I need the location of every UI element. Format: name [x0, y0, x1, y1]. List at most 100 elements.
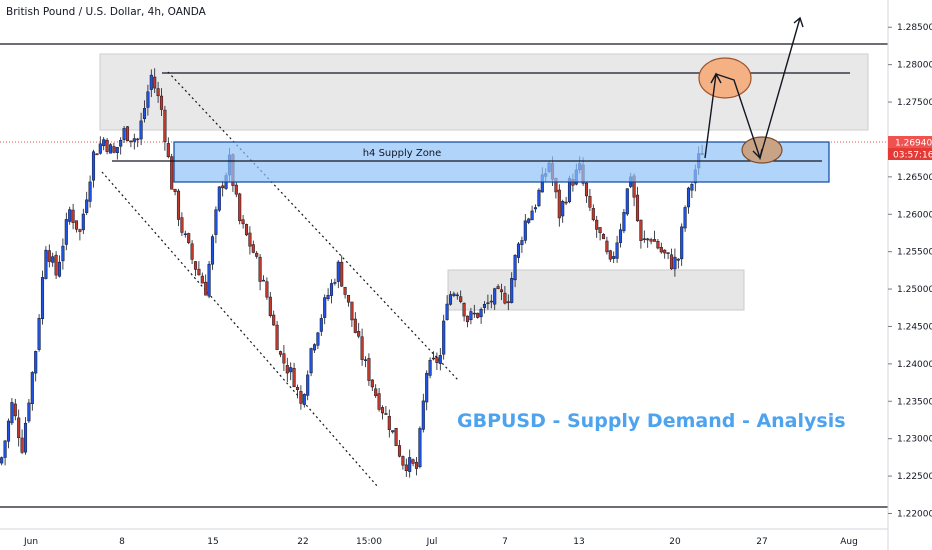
candle-body [64, 219, 68, 245]
candle-body [6, 420, 11, 442]
candle-body [438, 355, 442, 364]
candle-body [486, 302, 490, 305]
x-tick-label: Jul [426, 537, 438, 547]
candle-body [166, 143, 170, 158]
candle-body [153, 76, 157, 89]
candle-body [380, 407, 385, 414]
candle-body [683, 207, 687, 229]
candle-body [564, 201, 568, 204]
target-ellipse [698, 57, 752, 99]
candle-body [357, 331, 361, 337]
candle-body [275, 324, 279, 350]
analysis-title: GBPUSD - Supply Demand - Analysis [457, 410, 846, 432]
candle-body [278, 351, 283, 355]
y-tick-label: 1.28000 [897, 61, 932, 71]
arrow-head-2 [752, 148, 763, 160]
candle-body [238, 193, 242, 222]
candle-body [391, 430, 395, 433]
candle-body [180, 217, 184, 233]
candle-body [193, 261, 198, 270]
candle-body [482, 304, 487, 308]
candle-body [445, 303, 449, 320]
candle-body [591, 208, 595, 220]
candle-body [255, 252, 259, 257]
candle-body [217, 186, 221, 211]
candle-body [20, 437, 24, 453]
candle-body [374, 388, 378, 397]
candle-body [54, 254, 58, 276]
candle-body [248, 232, 252, 247]
y-tick-label: 1.27500 [897, 98, 932, 108]
candle-body [285, 365, 289, 374]
x-tick-label: 22 [297, 537, 308, 547]
candle-body [340, 261, 344, 287]
candle-body [530, 210, 534, 221]
candle-body [125, 126, 130, 142]
candle-body [622, 212, 626, 232]
candle-body [615, 242, 619, 259]
candle-body [635, 194, 640, 222]
candle-body [112, 146, 116, 153]
y-tick-label: 1.23500 [897, 397, 932, 407]
candle-body [527, 218, 531, 223]
projection [698, 16, 804, 164]
y-tick-label: 1.22500 [897, 472, 932, 482]
candle-body [561, 201, 565, 217]
candle-body [268, 296, 272, 316]
candle-body [34, 351, 38, 374]
y-tick-label: 1.24500 [897, 322, 932, 332]
candle-body [91, 151, 96, 181]
candle-body [489, 300, 493, 303]
candle-body [251, 244, 255, 253]
candle-body [85, 199, 89, 213]
candle-body [394, 428, 398, 447]
candle-body [30, 372, 34, 404]
candle-body [469, 311, 473, 321]
candle-body [353, 318, 357, 333]
candle-body [503, 292, 507, 304]
candle-body [299, 391, 303, 404]
candle-body [10, 402, 14, 424]
channel-upper-dotted [167, 71, 459, 381]
channel-lines [101, 71, 459, 488]
candle-body [523, 220, 527, 241]
candle-body [452, 293, 456, 296]
candle-body [646, 238, 650, 241]
candle-body [516, 243, 521, 258]
y-tick-label: 1.26500 [897, 173, 932, 183]
candle-body [197, 268, 201, 276]
candle-body [686, 187, 691, 208]
candle-body [13, 403, 17, 417]
candle-body [71, 209, 75, 223]
candle-body [289, 367, 293, 373]
candle-body [0, 457, 4, 464]
candle-body [333, 282, 337, 284]
candle-body [326, 294, 330, 299]
candle-body [292, 368, 296, 387]
candle-body [618, 229, 623, 243]
projection-path [704, 17, 801, 161]
candle-body [78, 229, 82, 232]
x-tick-labels: Jun 8 15 22 15:00 Jul 7 13 20 27 Aug [23, 537, 858, 547]
candle-body [221, 185, 225, 189]
candle-body [595, 219, 599, 230]
level-lines [0, 43, 888, 508]
candle-body [363, 359, 368, 361]
candle-body [588, 196, 592, 208]
candle-body [68, 209, 72, 222]
y-tick-label: 1.26000 [897, 210, 932, 220]
candle-body [625, 188, 629, 215]
candle-body [241, 219, 245, 225]
candle-body [81, 213, 85, 231]
candle-body [506, 301, 510, 304]
upper-gray-zone [99, 53, 869, 131]
x-tick-label: 13 [573, 537, 584, 547]
candle-body [119, 139, 123, 147]
candle-body [115, 147, 119, 154]
candle-body [319, 318, 323, 332]
x-tick-label: 8 [119, 537, 125, 547]
candle-body [598, 227, 602, 234]
candle-body [122, 128, 126, 140]
candle-body [465, 315, 470, 323]
